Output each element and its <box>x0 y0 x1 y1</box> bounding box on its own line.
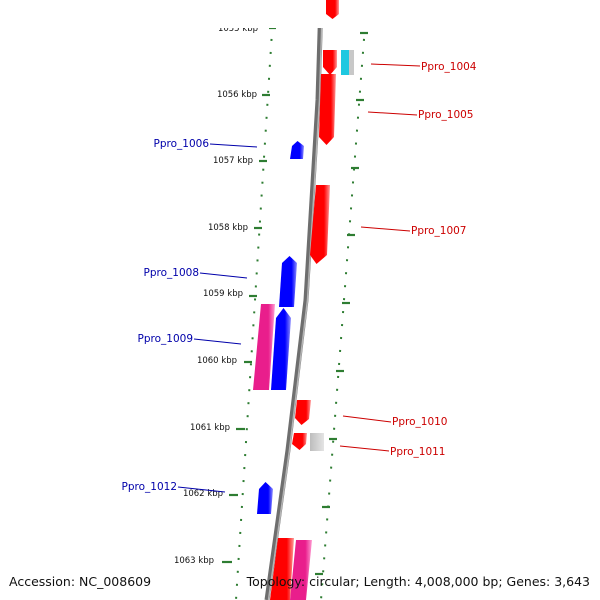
kbp-label-1055: 1055 kbp <box>218 24 258 34</box>
kbp-label-1062: 1062 kbp <box>183 489 223 499</box>
misc-feature-grey[interactable] <box>310 433 324 451</box>
leader-ppro-1005 <box>367 111 418 116</box>
forward-strand-genes <box>270 0 339 600</box>
gene-top-forward[interactable] <box>326 0 339 19</box>
kbp-label-1059: 1059 kbp <box>203 289 243 299</box>
title-mask <box>100 0 500 28</box>
gene-ppro-1010[interactable] <box>295 400 311 425</box>
label-ppro-1009[interactable]: Ppro_1009 <box>138 333 193 345</box>
label-leaders <box>177 63 421 493</box>
gene-ppro-1009[interactable] <box>271 308 291 390</box>
kbp-label-1057: 1057 kbp <box>213 156 253 166</box>
accession-label: Accession: NC_008609 <box>9 574 152 589</box>
kbp-label-1061: 1061 kbp <box>190 423 230 433</box>
gene-ppro-1012[interactable] <box>257 482 273 514</box>
inner-tick-ring <box>235 0 275 600</box>
label-ppro-1004[interactable]: Ppro_1004 <box>421 61 477 73</box>
outer-tick-ring <box>320 0 368 600</box>
gene-ppro-1008[interactable] <box>279 256 297 307</box>
kbp-label-1060: 1060 kbp <box>197 356 237 366</box>
rna-features <box>253 50 354 600</box>
kbp-label-1056: 1056 kbp <box>217 90 257 100</box>
kbp-major-ticks <box>222 26 368 576</box>
label-ppro-1012[interactable]: Ppro_1012 <box>122 481 177 493</box>
genome-backbone <box>264 0 324 600</box>
gene-ppro-1004[interactable] <box>323 50 337 75</box>
reverse-strand-genes <box>257 141 304 514</box>
leader-ppro-1006 <box>209 143 258 148</box>
label-ppro-1008[interactable]: Ppro_1008 <box>144 267 199 279</box>
gene-red-bottom[interactable] <box>270 538 294 600</box>
gene-ppro-1005[interactable] <box>319 74 336 145</box>
leader-ppro-1008 <box>199 272 248 279</box>
label-ppro-1006[interactable]: Ppro_1006 <box>154 138 210 150</box>
label-ppro-1007[interactable]: Ppro_1007 <box>411 225 466 237</box>
kbp-label-1063: 1063 kbp <box>174 556 214 566</box>
gene-ppro-1006[interactable] <box>290 141 304 159</box>
gene-ppro-1007[interactable] <box>310 185 330 264</box>
leader-ppro-1010 <box>342 415 392 423</box>
leader-ppro-1011 <box>339 445 390 452</box>
gene-ppro-1011[interactable] <box>292 433 307 450</box>
leader-ppro-1004 <box>370 63 421 67</box>
kbp-label-1058: 1058 kbp <box>208 223 248 233</box>
genome-summary: Topology: circular; Length: 4,008,000 bp… <box>246 574 590 589</box>
trna-feature-edge <box>349 50 354 75</box>
label-ppro-1005[interactable]: Ppro_1005 <box>418 109 473 121</box>
leader-ppro-1012 <box>177 486 226 493</box>
label-ppro-1011[interactable]: Ppro_1011 <box>390 446 445 458</box>
leader-ppro-1009 <box>193 338 242 345</box>
leader-ppro-1007 <box>360 226 411 232</box>
genome-backbone-highlight <box>267 0 324 600</box>
rrna-feature-pink[interactable] <box>253 304 275 390</box>
rrna-feature-pink-bottom[interactable] <box>290 540 312 600</box>
label-ppro-1010[interactable]: Ppro_1010 <box>392 416 447 428</box>
